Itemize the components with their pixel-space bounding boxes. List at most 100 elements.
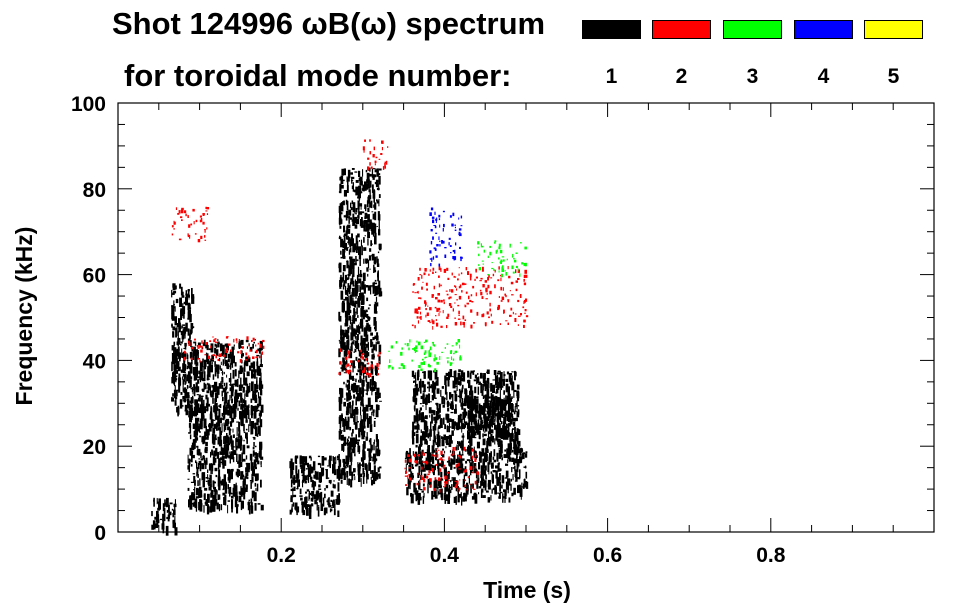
spectrum-pixel bbox=[450, 376, 454, 378]
spectrum-pixel bbox=[347, 327, 349, 330]
spectrum-pixel bbox=[242, 474, 245, 478]
spectrum-pixel bbox=[421, 412, 424, 421]
spectrum-pixel bbox=[453, 352, 455, 355]
spectrum-pixel bbox=[245, 390, 247, 396]
spectrum-pixel bbox=[340, 325, 342, 332]
spectrum-pixel bbox=[461, 418, 463, 424]
spectrum-pixel bbox=[357, 469, 361, 476]
spectrum-pixel bbox=[421, 451, 423, 456]
spectrum-pixel bbox=[212, 456, 216, 466]
spectrum-pixel bbox=[352, 317, 356, 319]
spectrum-pixel bbox=[229, 405, 233, 409]
spectrum-pixel bbox=[307, 462, 309, 468]
spectrum-pixel bbox=[378, 360, 380, 363]
spectrum-pixel bbox=[442, 210, 445, 213]
spectrum-pixel bbox=[520, 447, 522, 454]
spectrum-pixel bbox=[515, 269, 517, 273]
spectrum-pixel bbox=[260, 389, 263, 396]
spectrum-pixel bbox=[333, 499, 335, 504]
spectrum-pixel bbox=[155, 525, 158, 528]
spectrum-pixel bbox=[430, 207, 434, 211]
spectrum-pixel bbox=[500, 273, 503, 278]
spectrum-pixel bbox=[364, 368, 366, 371]
spectrum-pixel bbox=[423, 478, 426, 483]
spectrum-pixel bbox=[469, 372, 472, 379]
spectrum-pixel bbox=[500, 413, 504, 418]
spectrum-pixel bbox=[511, 449, 514, 453]
spectrum-pixel bbox=[192, 208, 195, 212]
spectrum-pixel bbox=[411, 324, 414, 327]
spectrum-pixel bbox=[443, 493, 445, 500]
spectrum-pixel bbox=[452, 447, 455, 451]
legend-label-mode-4: 4 bbox=[817, 65, 830, 88]
spectrum-pixel bbox=[228, 429, 232, 431]
spectrum-pixel bbox=[432, 471, 435, 474]
spectrum-pixel bbox=[241, 346, 244, 349]
spectrum-pixel bbox=[351, 259, 355, 269]
spectrum-pixel bbox=[200, 218, 203, 222]
spectrum-pixel bbox=[183, 360, 185, 366]
spectrum-pixel bbox=[352, 328, 356, 337]
spectrum-pixel bbox=[523, 282, 527, 286]
spectrum-pixel bbox=[343, 425, 346, 432]
spectrum-pixel bbox=[348, 216, 351, 219]
spectrum-pixel bbox=[340, 394, 343, 404]
spectrum-pixel bbox=[224, 393, 227, 395]
spectrum-pixel bbox=[506, 395, 509, 404]
spectrum-pixel bbox=[430, 384, 433, 388]
spectrum-pixel bbox=[188, 374, 191, 377]
spectrum-pixel bbox=[355, 212, 357, 215]
spectrum-pixel bbox=[230, 407, 234, 414]
spectrum-pixel bbox=[517, 429, 521, 435]
spectrum-pixel bbox=[413, 432, 416, 436]
spectrum-pixel bbox=[510, 483, 512, 491]
spectrum-pixel bbox=[193, 389, 196, 397]
spectrum-pixel bbox=[183, 388, 186, 393]
spectrum-pixel bbox=[178, 210, 181, 214]
spectrum-pixel bbox=[502, 496, 506, 499]
spectrum-pixel bbox=[440, 471, 443, 478]
spectrum-pixel bbox=[175, 354, 177, 359]
spectrum-pixel bbox=[220, 343, 223, 352]
spectrum-pixel bbox=[441, 461, 444, 468]
spectrum-pixel bbox=[522, 306, 525, 309]
spectrum-pixel bbox=[210, 492, 214, 498]
spectrum-pixel bbox=[358, 296, 360, 299]
spectrum-pixel bbox=[359, 375, 362, 383]
spectrum-pixel bbox=[256, 483, 259, 492]
spectrum-pixel bbox=[463, 398, 466, 404]
spectrum-pixel bbox=[204, 365, 207, 370]
spectrum-pixel bbox=[218, 357, 221, 362]
spectrum-pixel bbox=[187, 478, 190, 480]
spectrum-pixel bbox=[457, 382, 460, 385]
spectrum-pixel bbox=[477, 373, 479, 375]
spectrum-pixel bbox=[204, 431, 206, 440]
spectrum-pixel bbox=[356, 415, 358, 423]
spectrum-pixel bbox=[345, 296, 348, 300]
spectrum-pixel bbox=[438, 263, 441, 267]
spectrum-pixel bbox=[257, 348, 260, 352]
spectrum-pixel bbox=[174, 400, 177, 406]
spectrum-pixel bbox=[199, 478, 201, 486]
spectrum-pixel bbox=[234, 392, 237, 399]
spectrum-pixel bbox=[474, 458, 477, 462]
spectrum-pixel bbox=[204, 235, 206, 238]
spectrum-pixel bbox=[500, 380, 502, 391]
spectrum-pixel bbox=[370, 368, 374, 375]
spectrum-pixel bbox=[365, 345, 368, 348]
spectrum-pixel bbox=[183, 301, 186, 305]
spectrum-pixel bbox=[181, 291, 184, 296]
spectrum-pixel bbox=[245, 419, 248, 423]
spectrum-pixel bbox=[354, 171, 358, 173]
spectrum-pixel bbox=[343, 215, 347, 218]
spectrum-pixel bbox=[460, 463, 464, 474]
spectrum-pixel bbox=[449, 215, 452, 218]
spectrum-pixel bbox=[205, 342, 208, 345]
spectrum-pixel bbox=[460, 258, 462, 262]
spectrum-pixel bbox=[246, 436, 248, 444]
spectrum-pixel bbox=[474, 494, 478, 504]
spectrum-pixel bbox=[491, 474, 494, 484]
spectrum-pixel bbox=[247, 501, 250, 503]
spectrum-pixel bbox=[202, 221, 205, 225]
spectrum-pixel bbox=[347, 329, 350, 334]
